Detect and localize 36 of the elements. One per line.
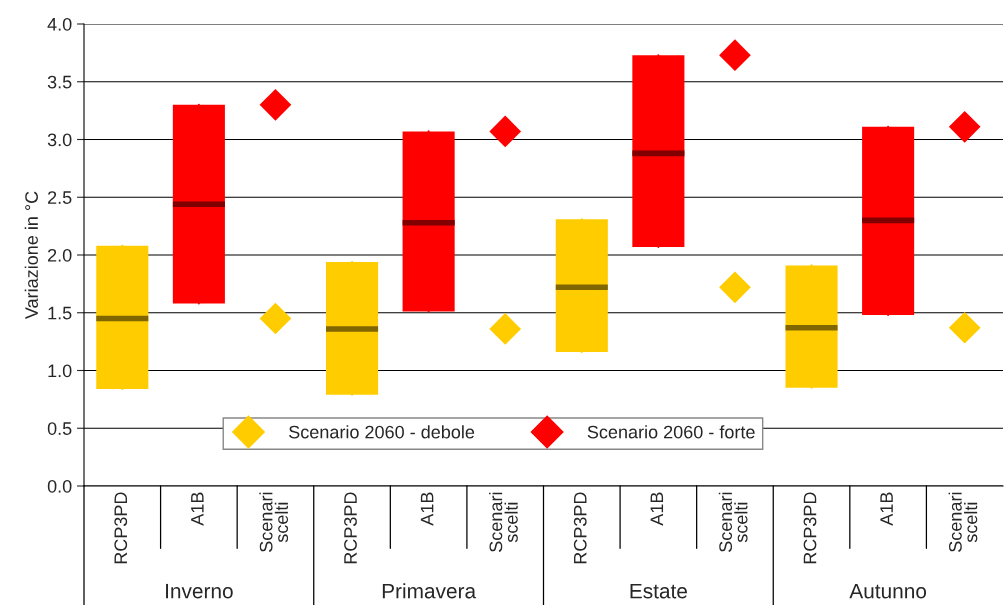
x-tick-label: A1B: [650, 492, 664, 526]
text: Inverno: [166, 583, 233, 599]
x-tick-label: A1B: [420, 492, 434, 526]
point: [489, 115, 522, 148]
point: [719, 39, 751, 72]
y-axis-title: Variazione in °C: [24, 191, 38, 320]
y-tick-label: 2.5: [48, 191, 72, 204]
point: [259, 89, 292, 121]
x-tick-label: Scenari scelti: [489, 492, 518, 552]
y-tick-label: 1.0: [48, 364, 72, 378]
y-tick-label: 3.0: [47, 133, 72, 147]
text: Estate: [630, 583, 687, 599]
y-tick-label: 0.5: [47, 422, 72, 435]
x-tick-label: A1B: [191, 492, 204, 526]
x-tick-label: Scenari scelti: [948, 492, 978, 552]
x-tick-label: A1B: [880, 492, 893, 526]
x-tick-label: RCP3PD: [803, 492, 817, 564]
point: [719, 271, 751, 304]
y-tick-label: 0.0: [47, 479, 72, 493]
point: [259, 302, 292, 335]
point: [948, 311, 981, 344]
x-tick-label: RCP3PD: [114, 492, 128, 564]
text: Primavera: [382, 583, 477, 599]
x-tick-label: Scenari scelti: [718, 492, 748, 552]
legend-label: Scenario 2060 - forte: [587, 425, 755, 439]
y-tick-label: 2.0: [48, 248, 72, 262]
x-tick-label: Scenari scelti: [259, 492, 289, 552]
y-tick-label: 4.0: [47, 17, 72, 31]
legend-label: Scenario 2060 - debole: [289, 425, 475, 439]
text: Autunno: [849, 583, 927, 599]
x-tick-label: RCP3PD: [344, 492, 357, 564]
point: [948, 110, 981, 143]
y-tick-label: 3.5: [47, 75, 72, 89]
point: [489, 313, 522, 345]
y-tick-label: 1.5: [48, 306, 72, 320]
x-tick-label: RCP3PD: [573, 492, 587, 564]
